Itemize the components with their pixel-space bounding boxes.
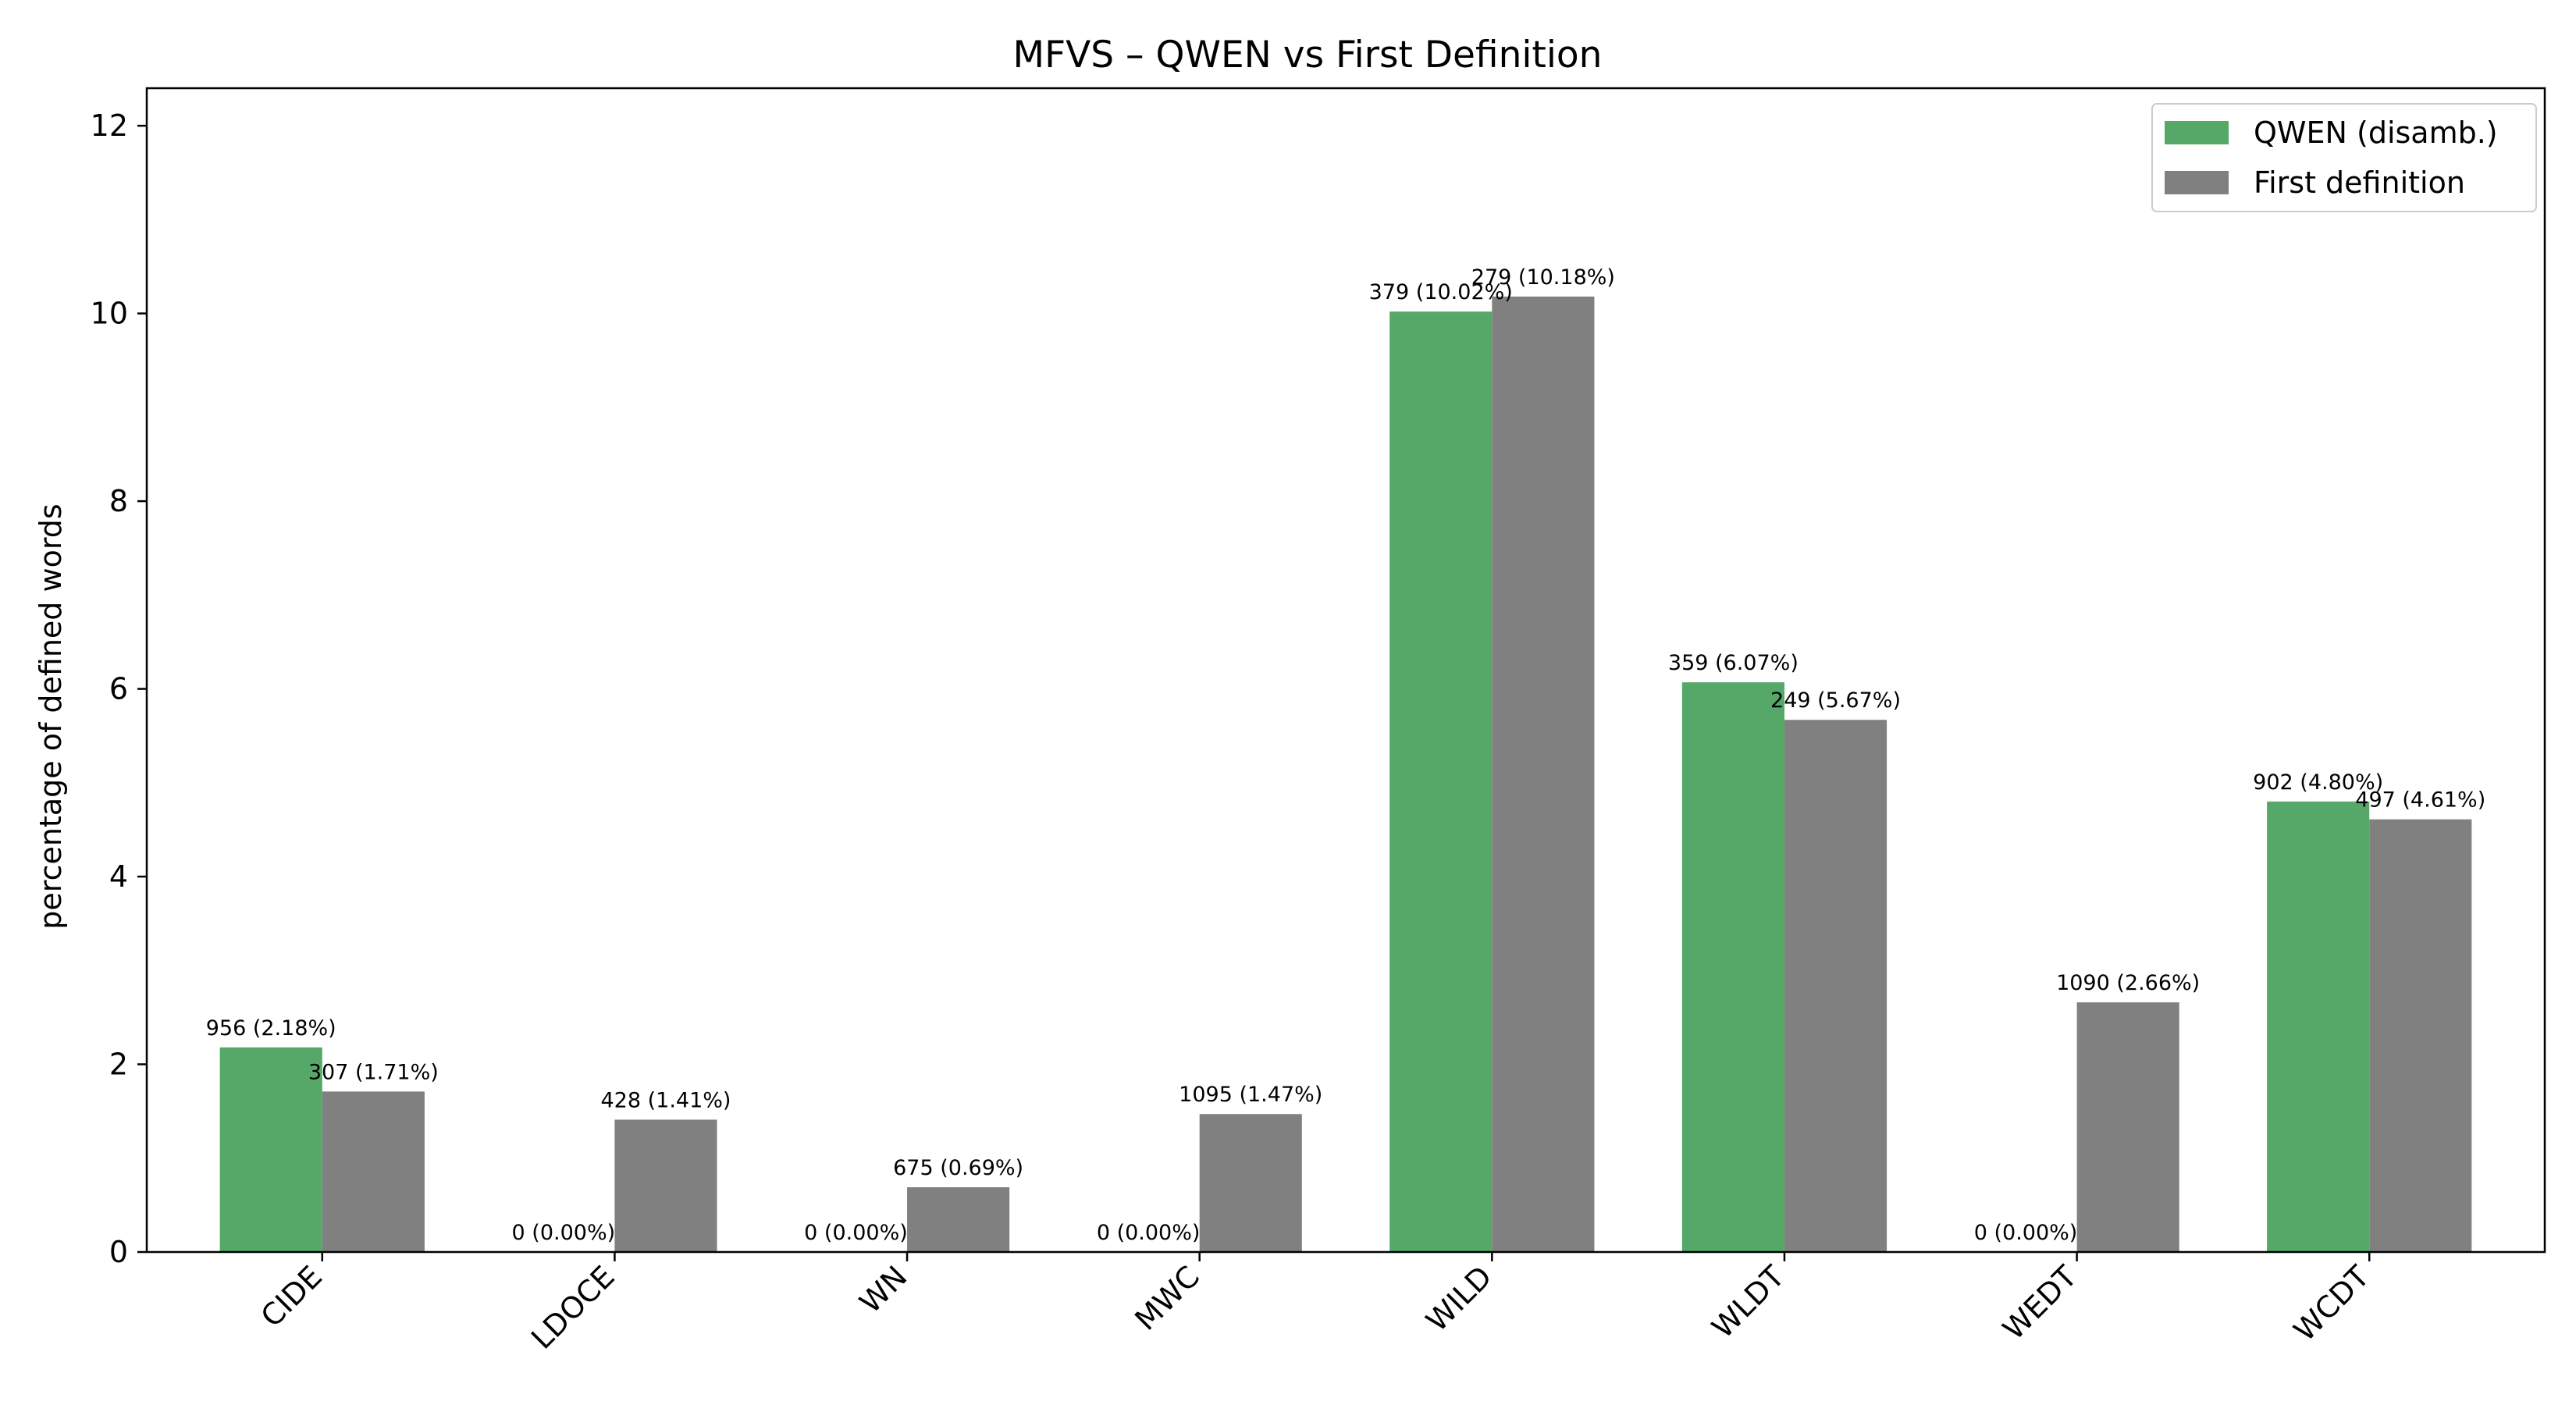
y-tick-label: 10 bbox=[91, 297, 128, 331]
legend: QWEN (disamb.) First definition bbox=[2151, 103, 2537, 212]
bar-value-label: 1090 (2.66%) bbox=[2056, 971, 2200, 995]
bar-value-label: 249 (5.67%) bbox=[1770, 688, 1901, 713]
bar-value-label: 0 (0.00%) bbox=[1974, 1221, 2078, 1245]
bar bbox=[322, 1091, 425, 1252]
bar-value-label: 379 (10.02%) bbox=[1369, 280, 1513, 304]
bar bbox=[219, 1047, 322, 1252]
bar bbox=[614, 1119, 717, 1252]
bar-value-label: 902 (4.80%) bbox=[2253, 770, 2383, 795]
legend-label: First definition bbox=[2254, 165, 2465, 200]
bar bbox=[907, 1187, 1010, 1252]
chart-title: MFVS – QWEN vs First Definition bbox=[1013, 34, 1603, 76]
bar bbox=[1492, 296, 1595, 1252]
bar-value-label: 307 (1.71%) bbox=[308, 1060, 439, 1084]
y-tick-label: 0 bbox=[109, 1235, 128, 1269]
bar-value-label: 497 (4.61%) bbox=[2355, 788, 2485, 813]
legend-swatch bbox=[2165, 121, 2229, 144]
bar-value-label: 0 (0.00%) bbox=[804, 1221, 908, 1245]
bar bbox=[2267, 801, 2370, 1252]
bar-value-label: 675 (0.69%) bbox=[893, 1156, 1023, 1180]
y-tick-label: 12 bbox=[91, 108, 128, 143]
y-tick-label: 6 bbox=[109, 672, 128, 706]
bar bbox=[1681, 682, 1784, 1252]
bar-value-label: 428 (1.41%) bbox=[600, 1088, 731, 1112]
bars-layer bbox=[219, 296, 2472, 1253]
y-tick-label: 2 bbox=[109, 1048, 128, 1082]
y-tick-label: 8 bbox=[109, 484, 128, 518]
bar bbox=[1389, 311, 1493, 1253]
bar-value-label: 0 (0.00%) bbox=[1097, 1221, 1201, 1245]
y-axis: 0 2 4 6 8 10 12 bbox=[91, 108, 147, 1269]
bar-value-label: 279 (10.18%) bbox=[1471, 265, 1615, 290]
bar-labels-layer: 956 (2.18%) 0 (0.00%) 0 (0.00%) 0 (0.00%) 37… bbox=[206, 265, 2486, 1245]
bar-value-label: 0 (0.00%) bbox=[512, 1221, 616, 1245]
bar bbox=[1199, 1114, 1302, 1252]
bar bbox=[2076, 1002, 2179, 1252]
plot-frame bbox=[145, 87, 2546, 1254]
y-axis-label: percentage of defined words bbox=[34, 503, 68, 929]
bar-value-label: 1095 (1.47%) bbox=[1179, 1083, 1322, 1107]
legend-label: QWEN (disamb.) bbox=[2254, 116, 2498, 150]
legend-box bbox=[2151, 103, 2537, 212]
legend-swatch bbox=[2165, 171, 2229, 194]
bar bbox=[2369, 819, 2472, 1252]
bar bbox=[1784, 720, 1888, 1252]
bar-value-label: 956 (2.18%) bbox=[206, 1016, 336, 1040]
y-tick-label: 4 bbox=[109, 859, 128, 894]
bar-value-label: 359 (6.07%) bbox=[1668, 651, 1799, 675]
